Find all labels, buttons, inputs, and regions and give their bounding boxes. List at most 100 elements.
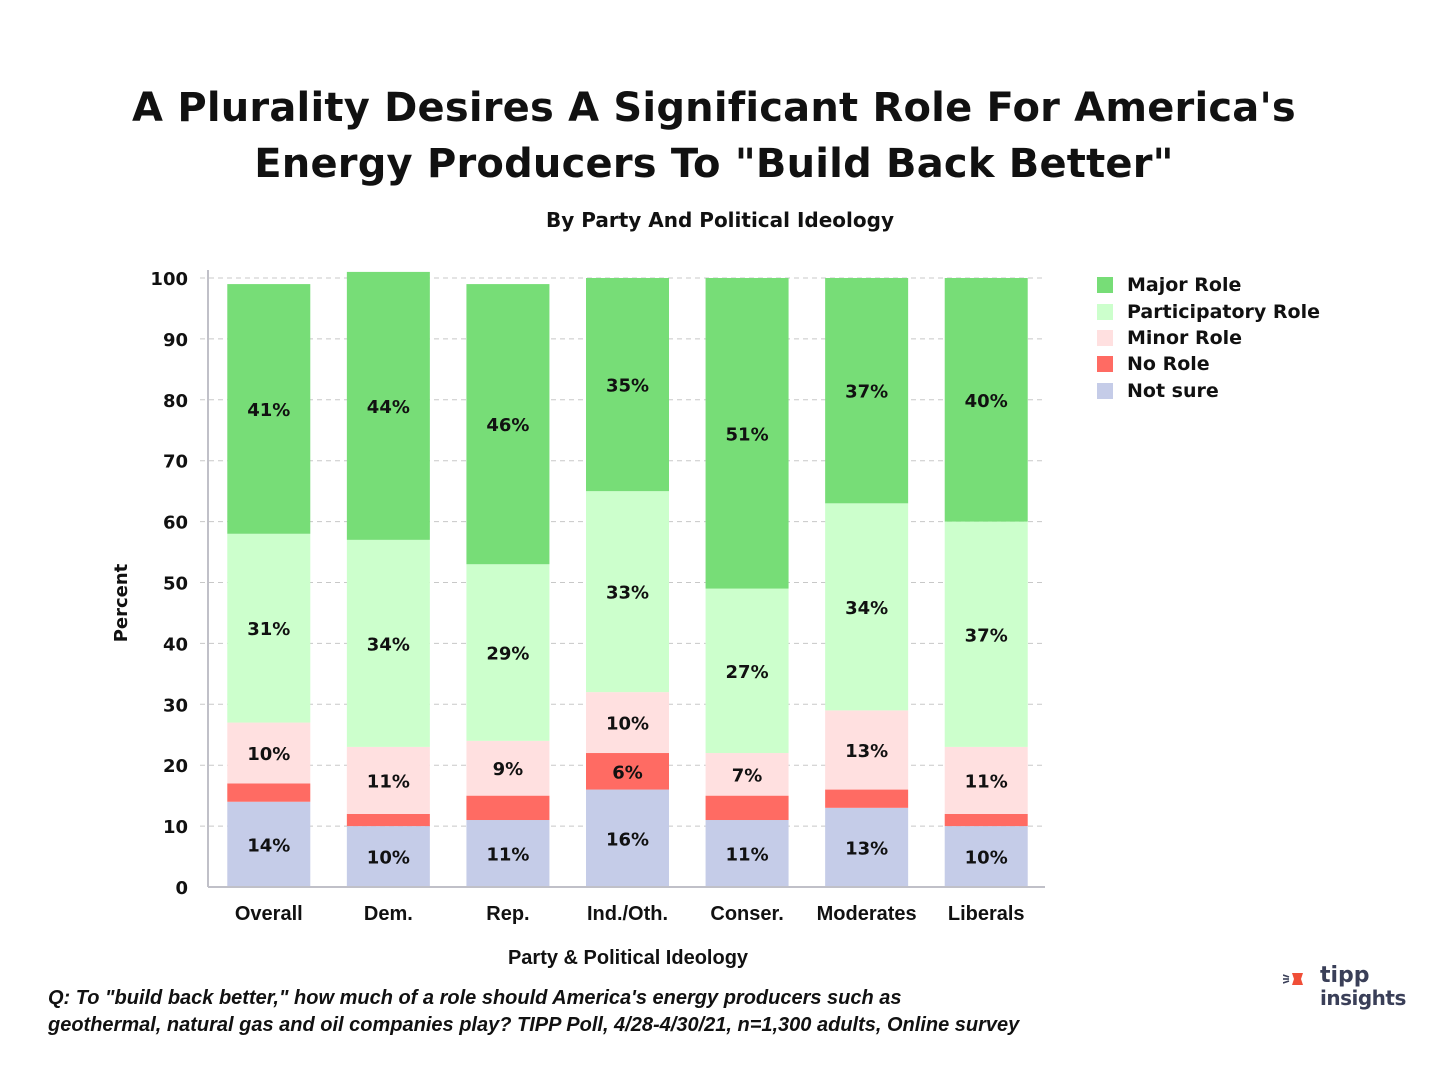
bar-segment: [346, 539, 430, 747]
bar-segment: [346, 826, 430, 887]
bar-segment: [944, 813, 1028, 827]
data-label: 11%: [726, 845, 769, 866]
chart-subtitle: By Party And Political Ideology: [546, 208, 894, 232]
data-label: 40%: [965, 391, 1008, 412]
data-label: 11%: [486, 845, 529, 866]
logo-text-insights: insights: [1320, 986, 1406, 1010]
data-labels: 14% 10% 31% 41% 10% 11% 34% 44% 11% 9% 29% 46% 16% 6%…: [247, 376, 1008, 869]
bar-segment: [227, 801, 311, 887]
legend-item: Major Role: [1097, 272, 1320, 298]
legend-label: Major Role: [1127, 274, 1242, 297]
bar-segment: [825, 789, 909, 808]
bar-segment: [346, 746, 430, 814]
data-label: 31%: [247, 619, 290, 640]
data-label: 10%: [247, 744, 290, 765]
legend-swatch: [1097, 277, 1113, 294]
data-label: 16%: [606, 829, 649, 850]
data-label: 34%: [367, 634, 410, 655]
data-label: 10%: [367, 848, 410, 869]
x-axis-label: Party & Political Ideology: [508, 947, 749, 969]
data-label: 41%: [247, 400, 290, 421]
legend-label: Participatory Role: [1127, 300, 1320, 323]
data-label: 11%: [367, 771, 410, 792]
legend-label: Not sure: [1127, 379, 1219, 402]
y-tick-label: 20: [163, 756, 188, 777]
y-tick-label: 30: [163, 695, 188, 716]
bar-segment: [586, 491, 669, 693]
data-label: 9%: [493, 759, 524, 780]
bar-segment: [944, 278, 1028, 522]
data-label: 37%: [965, 625, 1008, 646]
bar-segment: [227, 284, 311, 534]
chart-title-line-1: A Plurality Desires A Significant Role F…: [132, 85, 1296, 131]
bar-segment: [586, 789, 669, 887]
x-tick-label: Ind./Oth.: [587, 903, 668, 925]
x-tick-label: Liberals: [948, 903, 1025, 925]
logo-mark-icon: [1283, 973, 1303, 985]
chart-title: A Plurality Desires A Significant Role F…: [0, 80, 1428, 192]
bar-segment: [586, 692, 669, 754]
bar-segment: [227, 783, 311, 802]
data-label: 11%: [965, 771, 1008, 792]
x-tick-label: Overall: [235, 903, 303, 925]
bar-segment: [825, 503, 909, 711]
footnote-line-2: geothermal, natural gas and oil companie…: [48, 1014, 1020, 1036]
bar-segment: [227, 533, 311, 723]
legend: Major Role Participatory Role Minor Role No…: [1097, 272, 1320, 404]
legend-swatch: [1097, 382, 1113, 399]
data-label: 14%: [247, 835, 290, 856]
legend-label: No Role: [1127, 353, 1210, 376]
data-label: 7%: [732, 765, 763, 786]
data-label: 37%: [845, 382, 888, 403]
data-label: 13%: [845, 838, 888, 859]
footnote: Q: To "build back better," how much of a…: [48, 985, 1019, 1039]
x-tick-label: Conser.: [710, 903, 783, 925]
y-tick-label: 10: [163, 817, 188, 838]
data-label: 10%: [965, 848, 1008, 869]
bar-segment: [705, 278, 789, 589]
bar-segment: [466, 284, 550, 565]
bar-segment: [466, 820, 550, 887]
bar-segment: [346, 271, 430, 540]
y-tick-label: 60: [163, 513, 188, 534]
y-tick-label: 100: [150, 269, 188, 290]
data-label: 44%: [367, 397, 410, 418]
bar-segment: [944, 826, 1028, 887]
bar-segment: [705, 588, 789, 754]
y-tick-label: 90: [163, 330, 188, 351]
bar-segment: [825, 278, 909, 504]
data-label: 10%: [606, 714, 649, 735]
bar-segment: [825, 807, 909, 887]
legend-swatch: [1097, 329, 1113, 346]
y-tick-label: 40: [163, 634, 188, 655]
y-axis-label: Percent: [111, 563, 132, 642]
data-label: 34%: [845, 598, 888, 619]
data-label: 35%: [606, 376, 649, 397]
bar-segment: [825, 710, 909, 790]
y-tick-label: 70: [163, 452, 188, 473]
bar-segment: [944, 521, 1028, 747]
legend-label: Minor Role: [1127, 326, 1243, 349]
bar-segment: [346, 813, 430, 827]
data-label: 13%: [845, 741, 888, 762]
legend-item: Minor Role: [1097, 325, 1320, 351]
legend-item: Not sure: [1097, 378, 1320, 404]
bar-segment: [227, 722, 311, 784]
bar-segment: [466, 740, 550, 796]
chart-title-line-2: Energy Producers To "Build Back Better": [254, 141, 1174, 187]
bar-segment: [466, 564, 550, 741]
bar-segment: [466, 795, 550, 821]
data-label: 46%: [486, 415, 529, 436]
legend-swatch: [1097, 356, 1113, 373]
data-label: 51%: [726, 424, 769, 445]
legend-item: Participatory Role: [1097, 298, 1320, 324]
footnote-line-1: Q: To "build back better," how much of a…: [48, 987, 902, 1009]
y-tick-label: 80: [163, 391, 188, 412]
bar-segment: [705, 820, 789, 887]
bar-segment: [944, 746, 1028, 814]
axes: 0 10 20 30 40 50 60 70 80 90 100 Overall Dem. Rep. Ind…: [150, 269, 1045, 925]
logo-text-tipp: tipp: [1320, 963, 1370, 988]
data-label: 33%: [606, 583, 649, 604]
x-tick-label: Dem.: [364, 903, 413, 925]
